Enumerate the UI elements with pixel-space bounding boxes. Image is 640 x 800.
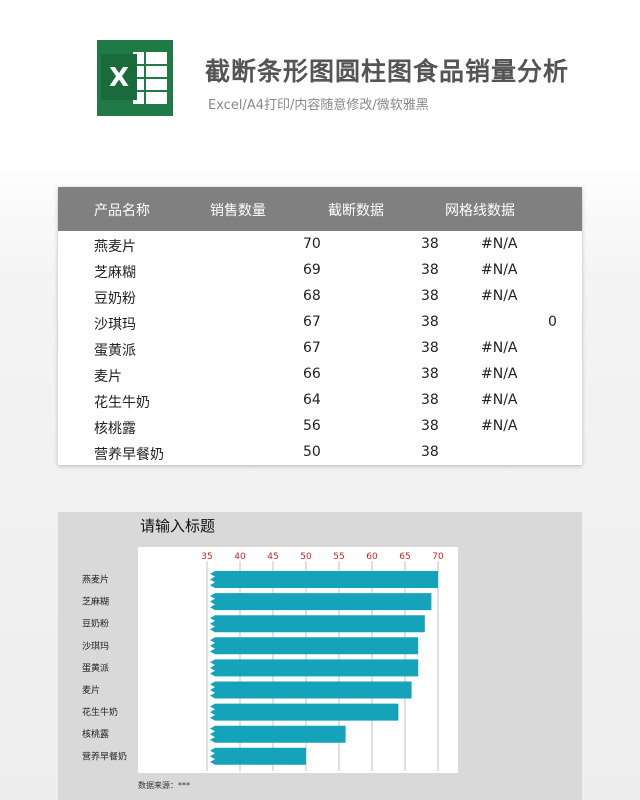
x-tick-label: 55 xyxy=(333,552,344,562)
cell-cut-value[interactable]: 38 xyxy=(421,288,439,304)
bar-2 xyxy=(210,593,432,611)
cell-product-name[interactable]: 豆奶粉 xyxy=(94,291,136,307)
cell-quantity[interactable]: 64 xyxy=(303,392,321,408)
cell-quantity[interactable]: 56 xyxy=(303,418,321,434)
cell-grid-value[interactable]: #N/A xyxy=(481,392,518,408)
category-label: 芝麻糊 xyxy=(82,596,109,608)
table-row: 核桃露 56 38 #N/A xyxy=(58,413,582,439)
cell-product-name[interactable]: 蛋黄派 xyxy=(94,343,136,359)
cell-quantity[interactable]: 69 xyxy=(303,262,321,278)
table-body: 燕麦片 70 38 #N/A 芝麻糊 69 38 #N/A 豆奶粉 68 38 #N/A 沙琪玛 67 38… xyxy=(58,231,582,465)
table-row: 花生牛奶 64 38 #N/A xyxy=(58,387,582,413)
cell-quantity[interactable]: 68 xyxy=(303,288,321,304)
x-tick-label: 45 xyxy=(267,552,278,562)
category-label: 花生牛奶 xyxy=(82,706,118,718)
cell-product-name[interactable]: 核桃露 xyxy=(94,421,136,437)
category-label: 麦片 xyxy=(82,684,100,696)
cell-product-name[interactable]: 燕麦片 xyxy=(94,239,136,255)
bar-6 xyxy=(210,681,412,699)
cell-cut-value[interactable]: 38 xyxy=(421,392,439,408)
excel-icon: X xyxy=(97,40,173,116)
cell-product-name[interactable]: 麦片 xyxy=(94,369,122,385)
chart-title[interactable]: 请输入标题 xyxy=(140,517,216,535)
data-table: 产品名称 销售数量 截断数据 网格线数据 燕麦片 70 38 #N/A 芝麻糊 69 38 #… xyxy=(58,187,582,465)
bar-4 xyxy=(210,637,419,655)
cell-quantity[interactable]: 70 xyxy=(303,236,321,252)
cell-grid-value[interactable]: #N/A xyxy=(481,418,518,434)
table-row: 营养早餐奶 50 38 xyxy=(58,439,582,465)
cell-product-name[interactable]: 芝麻糊 xyxy=(94,265,136,281)
cell-quantity[interactable]: 50 xyxy=(303,444,321,460)
cell-quantity[interactable]: 66 xyxy=(303,366,321,382)
category-label: 核桃露 xyxy=(82,728,109,740)
bar-8 xyxy=(210,725,346,743)
cell-quantity[interactable]: 67 xyxy=(303,340,321,356)
column-header-cut-data[interactable]: 截断数据 xyxy=(328,203,384,219)
page-subtitle: Excel/A4打印/内容随意修改/微软雅黑 xyxy=(208,98,429,113)
cell-cut-value[interactable]: 38 xyxy=(421,340,439,356)
cell-cut-value[interactable]: 38 xyxy=(421,444,439,460)
column-header-grid-data[interactable]: 网格线数据 xyxy=(445,203,515,219)
x-tick-label: 70 xyxy=(432,552,444,562)
bar-chart[interactable]: 35 40 45 50 55 60 65 70 燕麦片芝麻糊豆奶粉沙琪玛蛋黄派麦片花生牛奶核桃露… xyxy=(58,512,582,800)
category-label: 蛋黄派 xyxy=(82,662,109,674)
table-header-row: 产品名称 销售数量 截断数据 网格线数据 xyxy=(58,187,582,231)
page-header: X 截断条形图圆柱图食品销量分析 Excel/A4打印/内容随意修改/微软雅黑 xyxy=(0,0,640,150)
page-title: 截断条形图圆柱图食品销量分析 xyxy=(205,57,570,86)
x-tick-label: 40 xyxy=(234,552,246,562)
x-tick-label: 60 xyxy=(366,552,378,562)
cell-cut-value[interactable]: 38 xyxy=(421,418,439,434)
bar-9 xyxy=(210,747,306,765)
bar-1 xyxy=(210,571,438,588)
cell-cut-value[interactable]: 38 xyxy=(421,314,439,330)
bar-7 xyxy=(210,703,399,721)
excel-logo-letter: X xyxy=(109,63,129,93)
cell-product-name[interactable]: 营养早餐奶 xyxy=(94,447,164,463)
category-label: 豆奶粉 xyxy=(82,618,109,630)
cell-product-name[interactable]: 花生牛奶 xyxy=(94,395,150,411)
category-label: 燕麦片 xyxy=(82,574,109,586)
cell-cut-value[interactable]: 38 xyxy=(421,262,439,278)
table-row: 燕麦片 70 38 #N/A xyxy=(58,231,582,257)
category-label: 沙琪玛 xyxy=(82,640,109,652)
table-row: 蛋黄派 67 38 #N/A xyxy=(58,335,582,361)
cell-extra-value[interactable]: 0 xyxy=(548,314,557,330)
cell-grid-value[interactable]: #N/A xyxy=(481,288,518,304)
table-row: 豆奶粉 68 38 #N/A xyxy=(58,283,582,309)
cell-cut-value[interactable]: 38 xyxy=(421,366,439,382)
x-tick-label: 50 xyxy=(300,552,312,562)
cell-grid-value[interactable]: #N/A xyxy=(481,366,518,382)
table-row: 沙琪玛 67 38 0 xyxy=(58,309,582,335)
table-row: 麦片 66 38 #N/A xyxy=(58,361,582,387)
cell-cut-value[interactable]: 38 xyxy=(421,236,439,252)
bar-3 xyxy=(210,615,425,633)
cell-quantity[interactable]: 67 xyxy=(303,314,321,330)
cell-grid-value[interactable]: #N/A xyxy=(481,262,518,278)
category-label: 营养早餐奶 xyxy=(82,750,127,762)
cell-grid-value[interactable]: #N/A xyxy=(481,340,518,356)
cell-product-name[interactable]: 沙琪玛 xyxy=(94,317,136,333)
cell-grid-value[interactable]: #N/A xyxy=(481,236,518,252)
column-header-quantity[interactable]: 销售数量 xyxy=(210,203,266,219)
x-tick-label: 65 xyxy=(399,552,410,562)
bar-5 xyxy=(210,659,419,677)
x-tick-label: 35 xyxy=(201,552,212,562)
chart-panel: 请输入标题 35 40 45 50 55 60 65 70 燕麦片芝麻糊豆奶粉沙琪玛蛋黄派麦片花… xyxy=(58,512,582,800)
chart-source: 数据来源：*** xyxy=(138,781,190,790)
table-row: 芝麻糊 69 38 #N/A xyxy=(58,257,582,283)
column-header-product[interactable]: 产品名称 xyxy=(94,203,150,219)
